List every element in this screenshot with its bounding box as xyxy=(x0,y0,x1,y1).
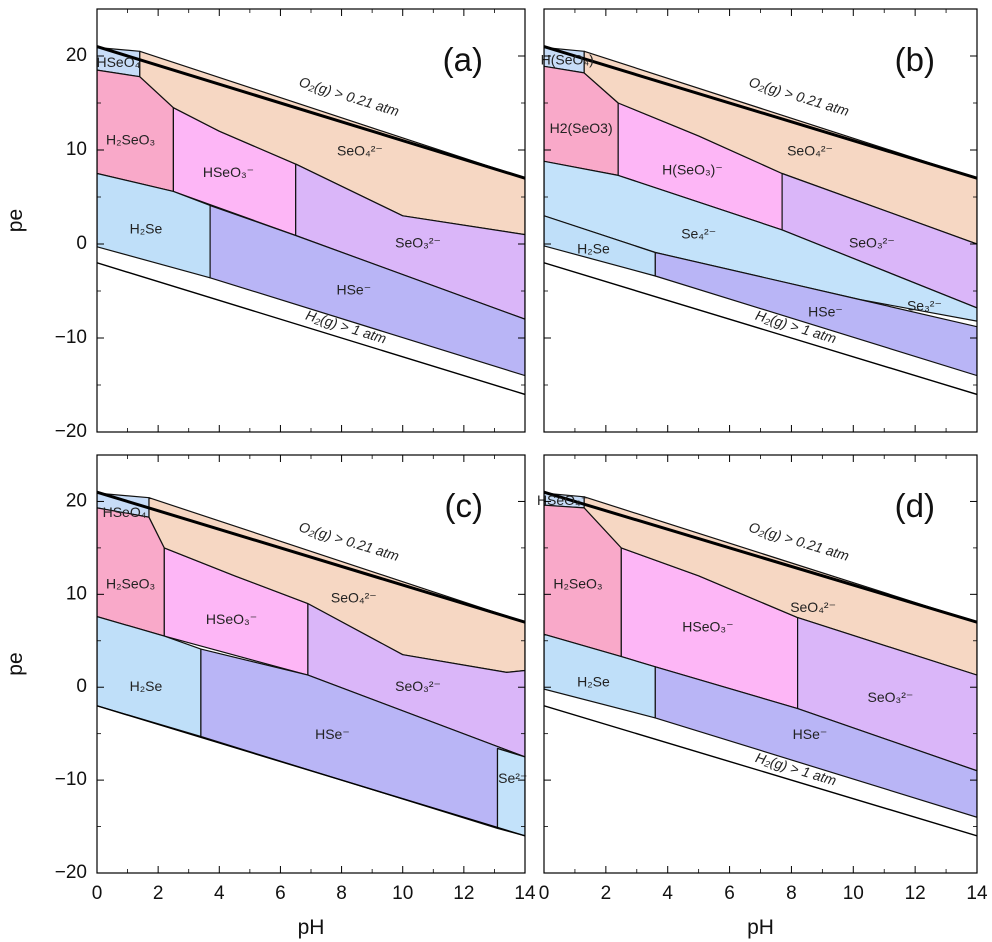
x-tick-label: 6 xyxy=(724,883,735,904)
x-tick-label: 6 xyxy=(275,883,286,904)
y-tick-label: −20 xyxy=(55,862,87,883)
species-label: H(SeO₃)⁻ xyxy=(662,161,723,177)
x-tick-label: 2 xyxy=(601,883,612,904)
species-label: H₂SeO₃ xyxy=(553,576,602,592)
y-tick-label: 10 xyxy=(66,139,87,160)
x-tick-label: 10 xyxy=(843,883,864,904)
species-label: Se²⁻ xyxy=(498,770,527,786)
y-tick-label: −20 xyxy=(55,421,87,442)
species-label: SeO₃²⁻ xyxy=(849,235,895,251)
region-hse- xyxy=(209,204,525,377)
region-seo3 xyxy=(781,172,977,309)
x-tick-label: 14 xyxy=(514,883,536,904)
panel-tag: (c) xyxy=(445,487,483,524)
panel-3: O₂(g) > 0.21 atmHSeO₄H₂SeO₃HSeO₃⁻SeO₄²⁻S… xyxy=(4,454,536,939)
species-label: H₂SeO₃ xyxy=(106,131,155,147)
o2-boundary-line xyxy=(544,45,977,180)
species-label: SeO₃²⁻ xyxy=(868,689,914,705)
y-tick-label: 10 xyxy=(66,583,87,604)
y-tick-label: 0 xyxy=(76,233,87,254)
o2-boundary-line xyxy=(544,490,977,624)
x-tick-label: 0 xyxy=(539,883,550,904)
x-tick-label: 8 xyxy=(786,883,797,904)
species-label: SeO₃²⁻ xyxy=(395,235,441,251)
h2-boundary-line xyxy=(544,262,977,396)
x-tick-label: 4 xyxy=(214,883,225,904)
species-label: Se₄²⁻ xyxy=(681,225,716,241)
y-tick-label: −10 xyxy=(55,769,87,790)
species-label: SeO₃²⁻ xyxy=(395,678,441,694)
species-label: H₂Se xyxy=(130,678,163,694)
region-seo4 xyxy=(583,496,977,676)
species-label: H(SeO₄) xyxy=(541,51,594,67)
panel-tag: (b) xyxy=(895,41,935,78)
y-tick-label: 0 xyxy=(76,676,87,697)
species-label: HSeO₄ xyxy=(103,504,147,520)
y-tick-label: −10 xyxy=(55,327,87,348)
region-seo3 xyxy=(796,616,977,772)
h2-boundary-line xyxy=(97,705,525,837)
region-hse- xyxy=(654,666,977,818)
h2-boundary-line xyxy=(544,705,977,837)
region-seo4 xyxy=(583,50,977,245)
y-axis-title: pe xyxy=(4,652,27,675)
species-label: HSeO₄⁻ xyxy=(537,492,588,508)
panel-tag: (a) xyxy=(443,41,483,78)
region-hse- xyxy=(654,251,977,377)
o2-boundary-line xyxy=(97,45,525,180)
species-label: H2(SeO3) xyxy=(550,120,613,136)
species-label: HSe⁻ xyxy=(315,726,350,742)
species-label: H₂Se xyxy=(577,673,610,689)
x-tick-label: 2 xyxy=(153,883,164,904)
h2-boundary-line xyxy=(97,262,525,396)
x-tick-label: 4 xyxy=(662,883,673,904)
species-label: H₂SeO₃ xyxy=(106,576,155,592)
x-tick-label: 0 xyxy=(92,883,103,904)
y-axis-title: pe xyxy=(4,209,27,232)
species-label: HSeO₃⁻ xyxy=(206,611,257,627)
species-label: H₂Se xyxy=(577,240,610,256)
species-label: SeO₄²⁻ xyxy=(337,143,383,159)
y-tick-label: 20 xyxy=(66,45,87,66)
x-axis-title: pH xyxy=(747,916,774,939)
species-label: HSeO₄ xyxy=(96,54,140,70)
y-tick-label: 20 xyxy=(66,490,87,511)
species-label: H₂Se xyxy=(130,221,163,237)
species-label: HSeO₃⁻ xyxy=(682,618,733,634)
species-label: HSe⁻ xyxy=(808,303,843,319)
species-label: HSe⁻ xyxy=(336,282,371,298)
region-se2- xyxy=(496,747,525,837)
species-label: SeO₄²⁻ xyxy=(790,599,836,615)
species-label: SeO₄²⁻ xyxy=(787,143,833,159)
species-label: SeO₄²⁻ xyxy=(331,590,377,606)
x-tick-label: 12 xyxy=(905,883,926,904)
panel-tag: (d) xyxy=(895,487,935,524)
x-axis-title: pH xyxy=(298,916,325,939)
species-label: HSeO₃⁻ xyxy=(203,164,254,180)
o2-boundary-line xyxy=(97,490,525,624)
x-tick-label: 10 xyxy=(392,883,413,904)
species-label: Se₃²⁻ xyxy=(907,298,942,314)
region-seo3 xyxy=(295,163,525,320)
x-tick-label: 12 xyxy=(453,883,474,904)
x-tick-label: 8 xyxy=(336,883,347,904)
x-tick-label: 14 xyxy=(966,883,988,904)
species-label: HSe⁻ xyxy=(793,726,828,742)
